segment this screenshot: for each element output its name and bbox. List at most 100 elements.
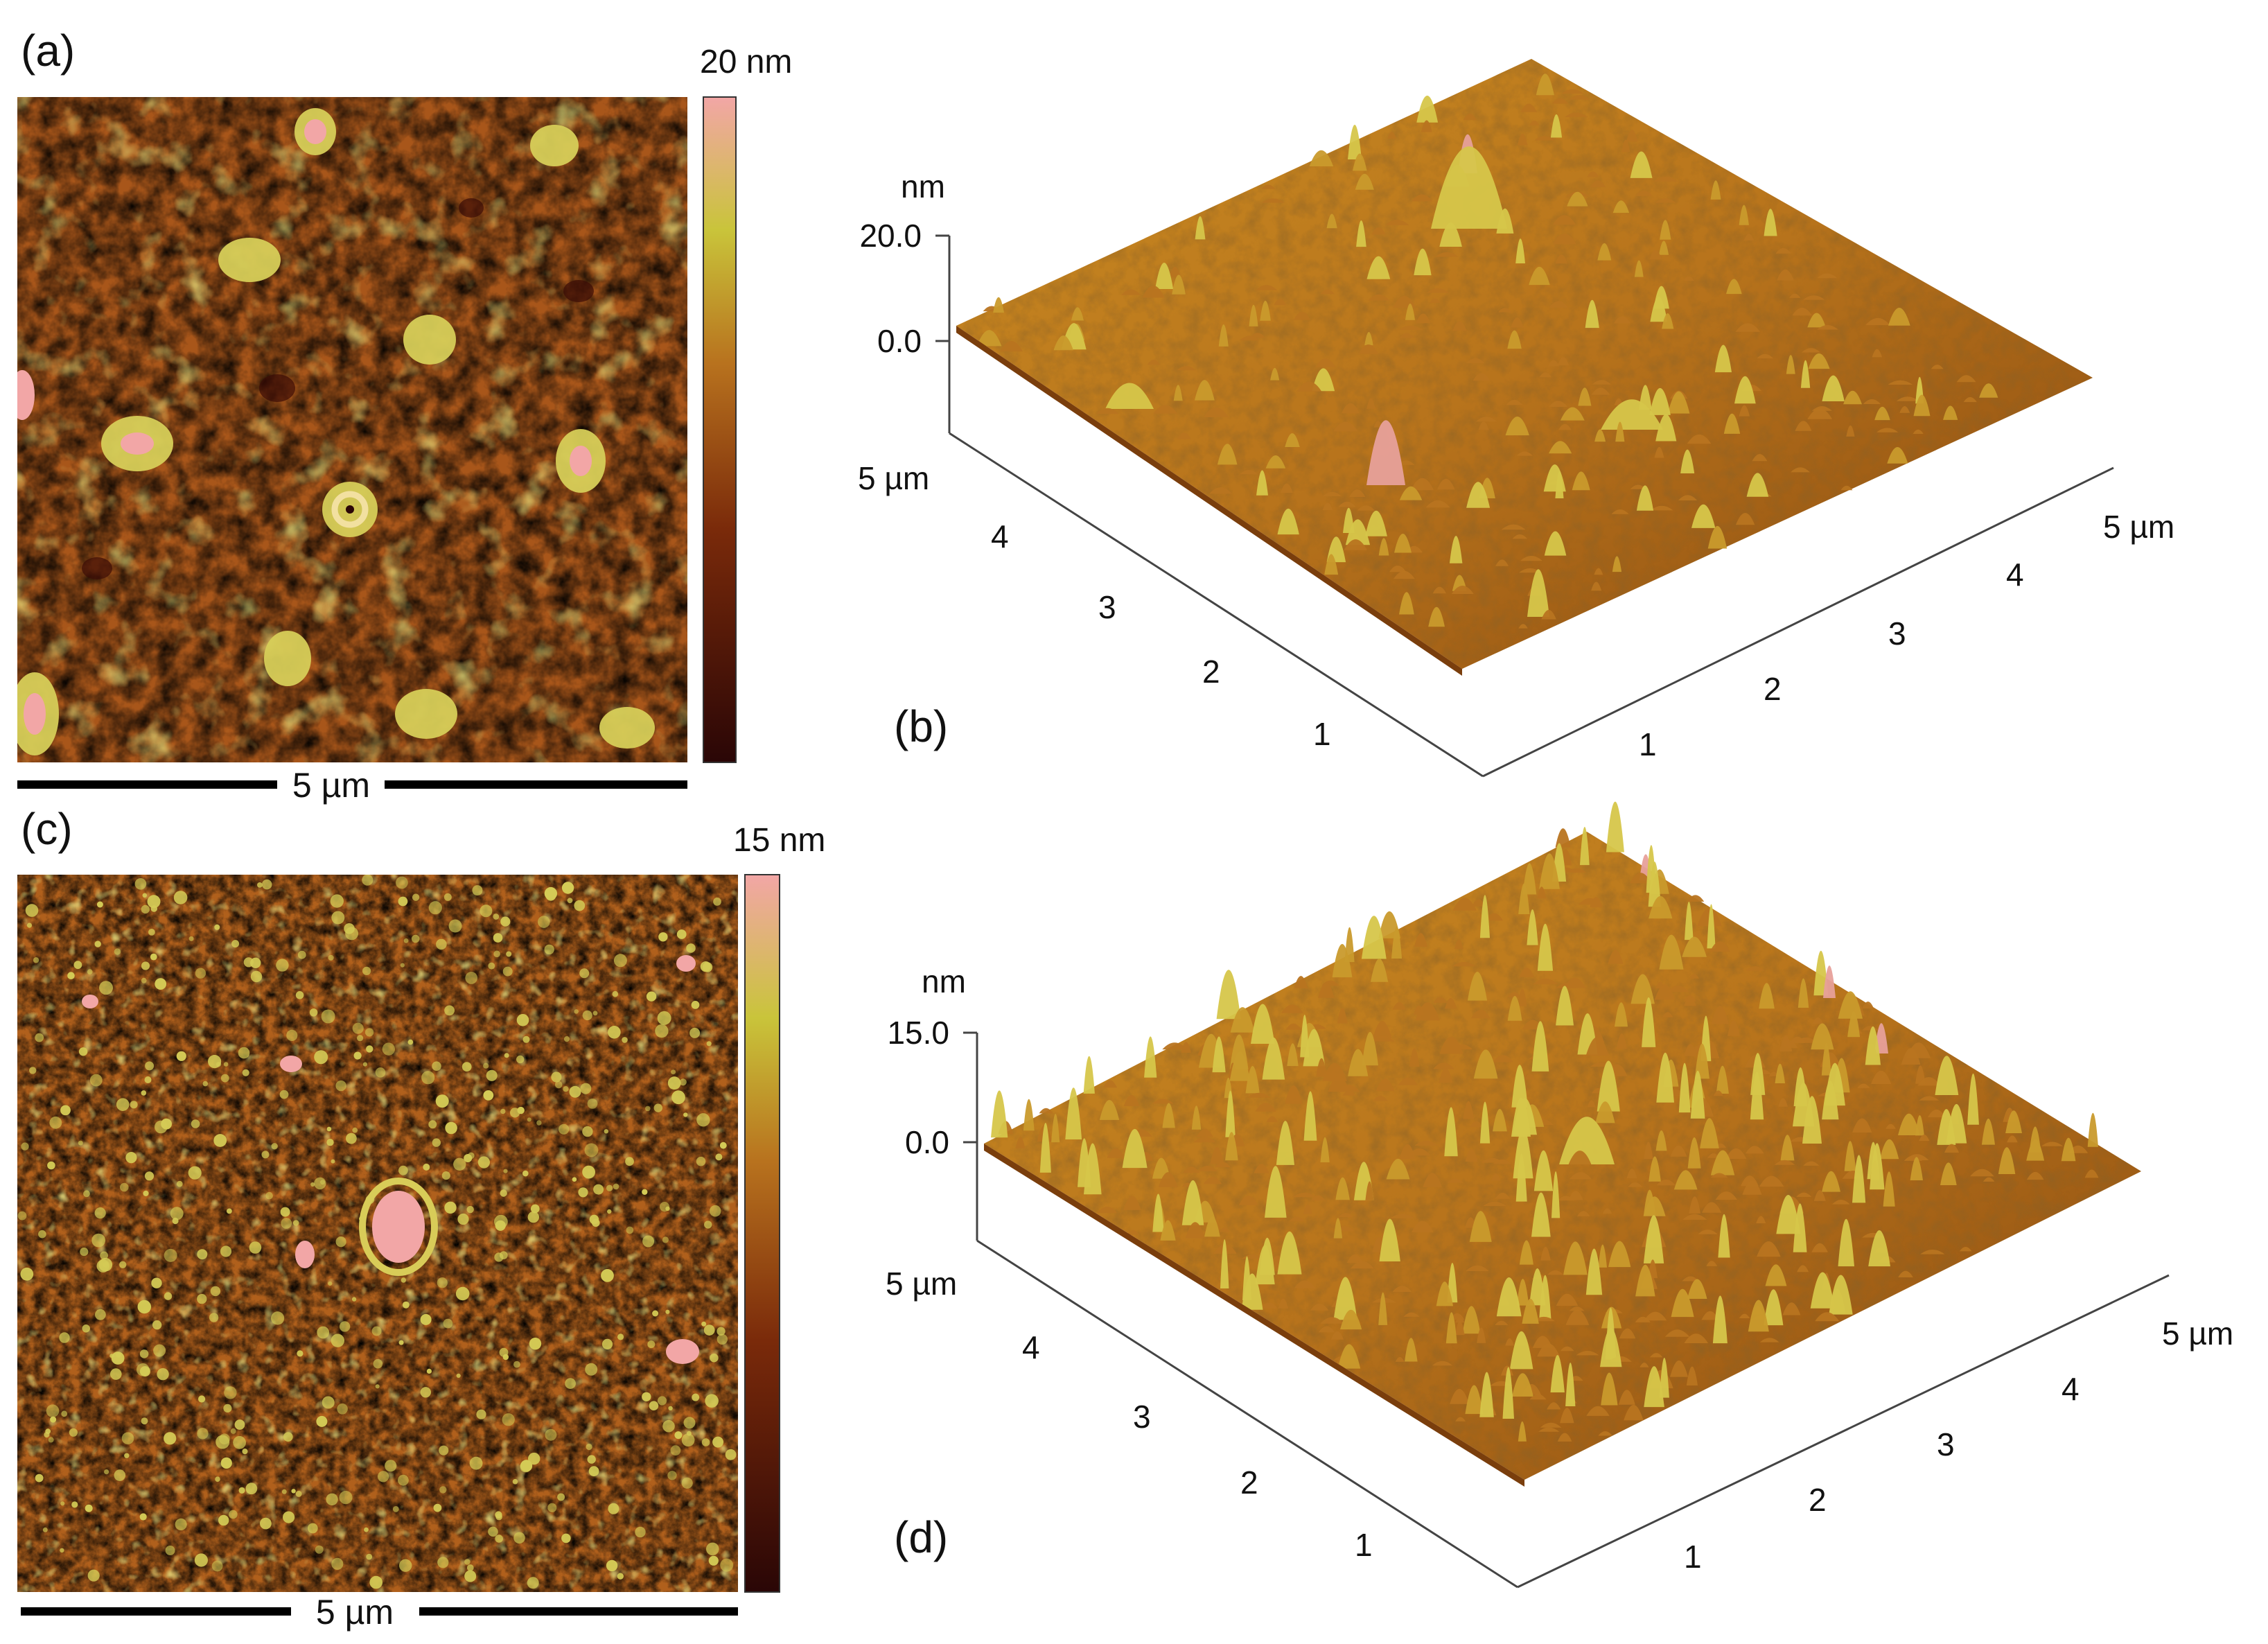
surface-peak xyxy=(1653,176,1678,182)
surface-grain xyxy=(468,1152,475,1160)
surface-grain xyxy=(109,1354,114,1358)
surface-grain xyxy=(220,1457,232,1469)
surface-grain xyxy=(432,1138,441,1147)
surface-grain xyxy=(61,1410,68,1417)
surface-grain xyxy=(233,1435,246,1449)
surface-grain xyxy=(35,1474,44,1483)
surface-peak xyxy=(1505,416,1529,436)
surface-peak xyxy=(1403,1312,1420,1317)
surface-grain xyxy=(172,1217,179,1225)
surface-grain xyxy=(362,875,373,886)
surface-peak xyxy=(1940,1162,1957,1185)
surface-peak xyxy=(1217,444,1238,465)
surface-grain xyxy=(119,1261,127,1269)
surface-grain xyxy=(696,1156,706,1166)
surface-grain xyxy=(392,1506,399,1512)
surface-peak xyxy=(1449,536,1463,563)
surface-grain xyxy=(472,885,483,896)
surface-peak xyxy=(1594,429,1606,442)
surface-peak xyxy=(1822,1081,1839,1120)
surface-peak xyxy=(1454,1318,1465,1323)
surface-peak xyxy=(1485,913,1504,921)
surface-peak xyxy=(1439,1036,1463,1054)
surface-peak xyxy=(1555,471,1564,498)
surface-peak xyxy=(1281,1004,1303,1013)
surface-grain xyxy=(378,1471,389,1483)
surface-peak xyxy=(1635,1316,1651,1322)
surface-grain xyxy=(420,1387,431,1398)
surface-grain xyxy=(46,1404,60,1417)
surface-peak xyxy=(1507,992,1522,997)
surface-peak xyxy=(1538,1427,1560,1432)
surface-grain xyxy=(330,894,344,908)
surface-peak xyxy=(1807,408,1833,419)
surface-peak xyxy=(1662,313,1674,329)
surface-peak xyxy=(1811,1243,1828,1252)
surface-peak xyxy=(1840,485,1853,491)
surface-peak xyxy=(1204,1216,1220,1237)
surface-grain xyxy=(662,1419,675,1433)
surface-peak xyxy=(1285,1023,1301,1030)
surface-peak xyxy=(1680,449,1695,473)
surface-peak xyxy=(1551,98,1569,104)
surface-peak xyxy=(1218,324,1229,347)
surface-grain xyxy=(83,1190,90,1198)
d-right-tick-2: 2 xyxy=(1809,1482,1827,1518)
surface-peak xyxy=(1278,1298,1289,1309)
surface-peak xyxy=(1249,304,1258,326)
surface-peak xyxy=(1181,1042,1191,1053)
surface-peak xyxy=(1671,1288,1694,1318)
surface-peak xyxy=(1315,358,1336,367)
surface-peak xyxy=(1587,1100,1596,1108)
surface-grain xyxy=(561,1533,571,1544)
b-right-tick-4: 4 xyxy=(2006,557,2024,593)
surface-grain xyxy=(29,1067,37,1074)
surface-peak xyxy=(1540,1246,1551,1261)
surface-peak xyxy=(1513,1127,1533,1179)
surface-peak xyxy=(1493,1109,1507,1132)
surface-peak xyxy=(1649,895,1673,919)
surface-grain xyxy=(607,1209,612,1214)
surface-peak xyxy=(1309,150,1334,166)
surface-peak xyxy=(1931,365,1944,369)
surface-grain xyxy=(33,957,39,963)
surface-peak xyxy=(1602,1208,1612,1214)
surface-grain xyxy=(495,1534,503,1543)
surface-peak xyxy=(1943,405,1958,420)
surface-peak xyxy=(1702,1202,1722,1213)
surface-peak xyxy=(1340,1309,1362,1330)
surface-peak xyxy=(1071,307,1084,321)
surface-peak xyxy=(1778,1098,1788,1107)
surface-grain xyxy=(91,1233,106,1248)
surface-peak xyxy=(1204,407,1229,417)
surface-grain xyxy=(527,1577,539,1589)
surface-grain xyxy=(613,954,627,968)
surface-peak xyxy=(1644,1142,1653,1160)
d-left-axis-end: 5 µm xyxy=(886,1266,957,1302)
surface-grain xyxy=(649,1401,659,1410)
surface-grain xyxy=(176,1180,183,1187)
panel-d-label: (d) xyxy=(894,1512,948,1562)
surface-grain xyxy=(662,1236,669,1243)
surface-peak xyxy=(1102,1080,1117,1088)
surface-peak xyxy=(1789,293,1801,298)
surface-grain xyxy=(670,1445,681,1456)
surface-grain xyxy=(339,1321,351,1332)
surface-grain xyxy=(495,1513,502,1521)
colorbar-a-max-label: 20 nm xyxy=(700,44,792,80)
surface-grain xyxy=(366,1553,373,1560)
surface-grain xyxy=(139,1513,147,1521)
surface-peak xyxy=(1389,566,1407,572)
surface-grain xyxy=(530,1204,540,1214)
surface-grain xyxy=(436,938,447,950)
surface-grain xyxy=(399,1559,412,1572)
surface-peak xyxy=(1285,433,1300,447)
surface-grain xyxy=(197,1293,207,1304)
surface-peak xyxy=(1915,1115,1924,1136)
surface-peak xyxy=(1452,961,1476,967)
surface-peak xyxy=(1183,1166,1200,1173)
surface-peak xyxy=(1683,276,1694,281)
surface-peak xyxy=(1451,585,1474,594)
surface-peak xyxy=(1710,1173,1728,1178)
surface-grain xyxy=(500,916,511,927)
